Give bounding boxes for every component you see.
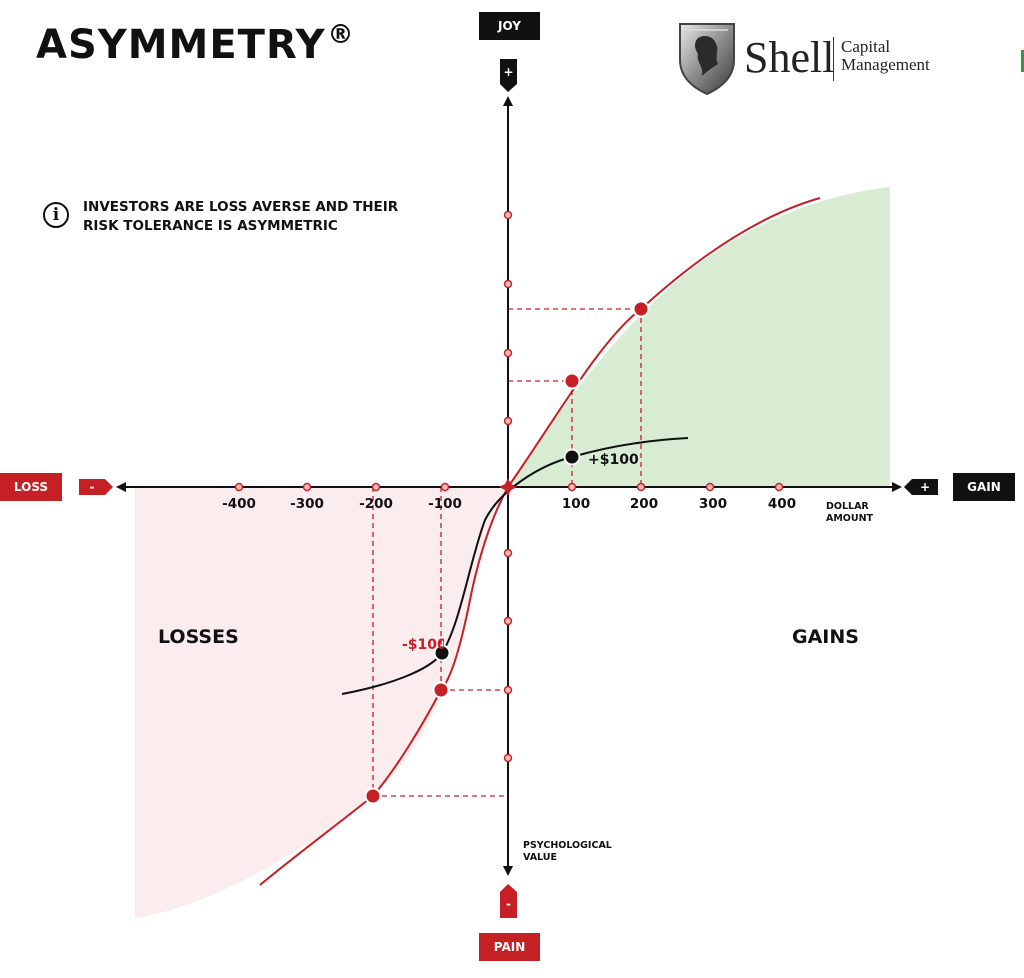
top-plus-pointer	[500, 59, 517, 92]
x-tick-mark	[567, 482, 577, 492]
y-tick-mark	[503, 548, 513, 558]
y-tick-mark	[503, 753, 513, 763]
joy-plus-sign: +	[503, 65, 514, 79]
x-tick-mark	[371, 482, 381, 492]
x-axis-left-arrow	[116, 482, 126, 492]
bottom-minus-pointer	[500, 884, 517, 918]
y-tick-mark	[503, 685, 513, 695]
x-tick-label: -400	[222, 496, 256, 512]
losses-region-fill	[135, 487, 508, 918]
brand-title-text: ASYMMETRY	[36, 22, 326, 68]
origin-marker	[499, 478, 517, 496]
info-note-line1: INVESTORS ARE LOSS AVERSE AND THEIR	[83, 199, 399, 215]
x-axis-title-line2: AMOUNT	[826, 513, 874, 524]
perceived-value-curve	[341, 437, 689, 695]
y-tick-mark	[503, 616, 513, 626]
y-axis-top-arrow	[503, 96, 513, 106]
x-tick-label: 300	[698, 496, 728, 512]
x-tick-mark	[705, 482, 715, 492]
logo-subtitle-line2: Management	[841, 55, 930, 74]
x-tick-label: 200	[629, 496, 659, 512]
logo-wordmark: Shell	[744, 33, 835, 82]
pain-label: PAIN	[479, 933, 540, 961]
info-note: INVESTORS ARE LOSS AVERSE AND THEIR RISK…	[83, 198, 398, 236]
y-axis-bottom-arrow	[503, 866, 513, 876]
x-tick-label: 100	[561, 496, 591, 512]
x-tick-mark	[440, 482, 450, 492]
curve-marker	[565, 374, 579, 388]
logo-subtitle-line1: Capital	[841, 37, 891, 56]
gain-plus-sign: +	[919, 480, 931, 494]
y-tick-marks	[503, 210, 513, 763]
x-tick-mark	[302, 482, 312, 492]
x-tick-label: -100	[428, 496, 462, 512]
company-logo: Shell Capital Management	[676, 20, 966, 100]
x-tick-label: -300	[290, 496, 324, 512]
y-tick-mark	[503, 416, 513, 426]
y-tick-mark	[503, 210, 513, 220]
losses-region-label: LOSSES	[158, 626, 239, 648]
perceived-marker	[435, 646, 449, 660]
y-axis-title: PSYCHOLOGICAL VALUE	[523, 840, 612, 864]
logo-subtitle: Capital Management	[841, 38, 930, 74]
x-tick-mark	[774, 482, 784, 492]
x-tick-label: -200	[359, 496, 393, 512]
x-tick-marks	[234, 482, 784, 492]
curve-marker	[366, 789, 380, 803]
right-plus-pointer	[904, 479, 938, 495]
x-axis-right-arrow	[892, 482, 902, 492]
curve-marker	[434, 683, 448, 697]
curve-marker	[634, 302, 648, 316]
logo-divider	[833, 37, 834, 81]
gain-label: GAIN	[953, 473, 1015, 501]
registered-mark: ®	[327, 20, 355, 50]
info-icon: i	[43, 202, 69, 228]
joy-label: JOY	[479, 12, 540, 40]
shield-icon	[679, 23, 735, 96]
y-axis-title-line2: VALUE	[523, 852, 557, 863]
gains-region-fill	[508, 187, 890, 487]
left-minus-pointer	[79, 479, 113, 495]
y-axis-title-line1: PSYCHOLOGICAL	[523, 840, 612, 851]
x-tick-label: 400	[767, 496, 797, 512]
x-tick-mark	[234, 482, 244, 492]
y-tick-mark	[503, 279, 513, 289]
guide-lines	[372, 308, 642, 797]
perceived-marker	[565, 450, 579, 464]
x-axis-title-line1: DOLLAR	[826, 501, 869, 512]
loss-callout: -$100	[402, 637, 444, 653]
gain-callout: +$100	[588, 452, 639, 468]
curve-markers	[364, 300, 650, 805]
brand-title: ASYMMETRY®	[36, 20, 355, 68]
y-tick-mark	[503, 348, 513, 358]
loss-minus-sign: -	[89, 480, 95, 494]
loss-label: LOSS	[0, 473, 62, 501]
edge-accent	[1021, 50, 1024, 72]
info-note-line2: RISK TOLERANCE IS ASYMMETRIC	[83, 218, 338, 234]
gains-region-label: GAINS	[792, 626, 859, 648]
x-axis-title: DOLLAR AMOUNT	[826, 501, 873, 525]
pain-minus-sign: -	[506, 897, 511, 911]
x-tick-mark	[636, 482, 646, 492]
